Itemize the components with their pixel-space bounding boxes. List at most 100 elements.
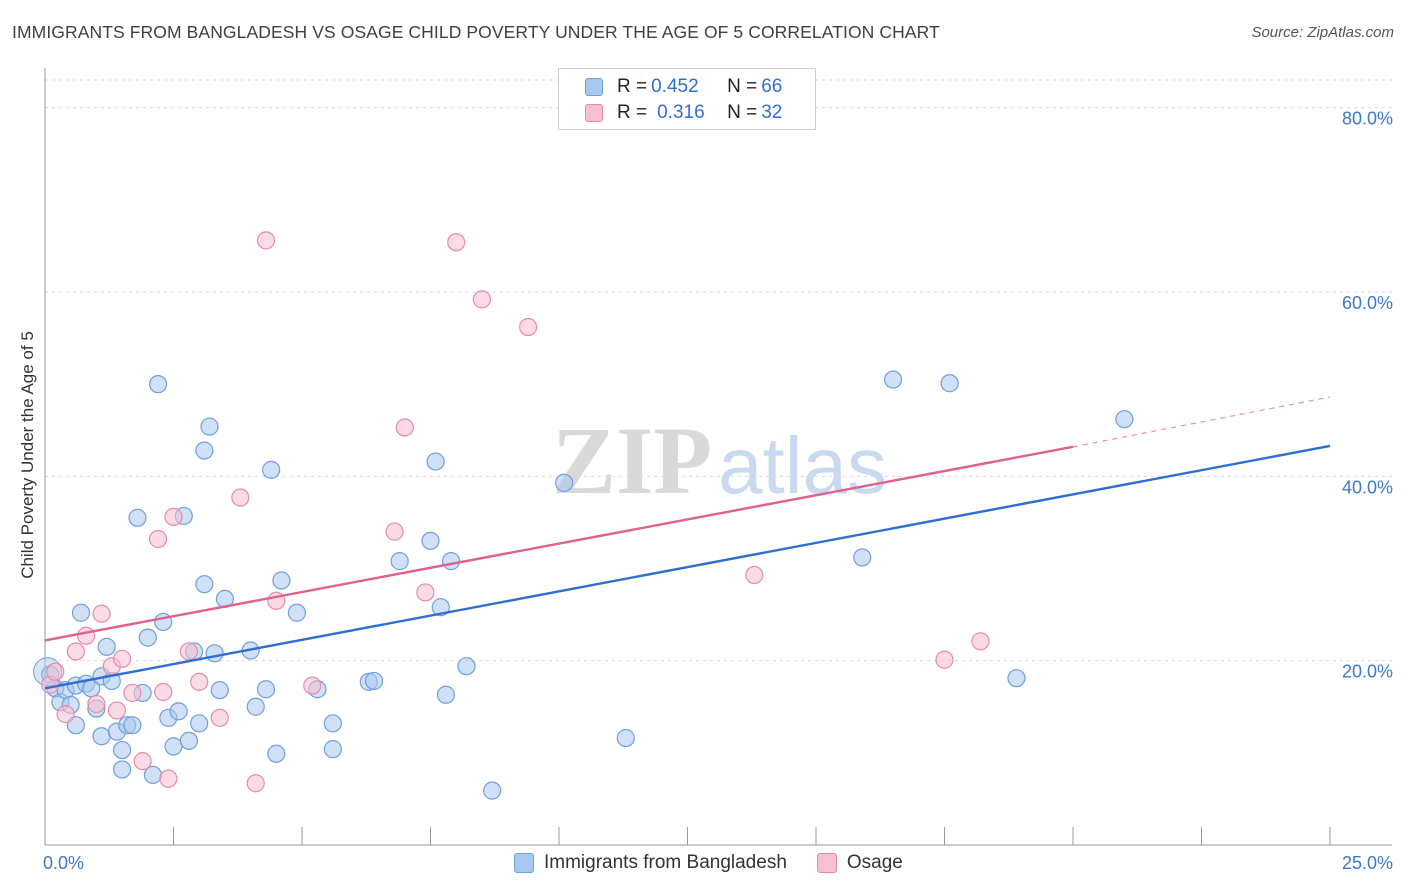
point-osage — [447, 233, 466, 252]
point-osage — [56, 705, 75, 724]
point-osage — [66, 642, 85, 661]
legend-r-label: R = — [617, 102, 648, 123]
legend-row-osage: R = 0.316 N = 32 — [585, 101, 782, 125]
point-bangladesh — [853, 548, 872, 567]
legend-swatch-blue — [514, 853, 534, 873]
point-bangladesh — [200, 417, 219, 436]
correlation-legend: R = 0.452 N = 66 R = 0.316 N = 32 — [558, 68, 816, 130]
point-bangladesh — [457, 657, 476, 676]
point-bangladesh — [195, 441, 214, 460]
point-bangladesh — [426, 452, 445, 471]
point-bangladesh — [262, 460, 281, 479]
point-bangladesh — [179, 731, 199, 750]
point-osage — [416, 583, 435, 602]
legend-label-osage: Osage — [846, 852, 903, 873]
point-osage — [164, 507, 183, 526]
point-osage — [148, 529, 168, 549]
point-osage — [112, 649, 132, 668]
point-bangladesh — [112, 760, 132, 779]
point-osage — [971, 632, 990, 651]
legend-n-value: 66 — [761, 76, 783, 97]
point-bangladesh — [364, 671, 384, 691]
point-bangladesh — [71, 603, 91, 622]
point-osage — [472, 290, 491, 309]
y-tick-label: 80.0% — [1342, 109, 1393, 129]
point-bangladesh — [1007, 669, 1026, 688]
point-bangladesh — [169, 702, 188, 721]
point-bangladesh — [97, 637, 116, 656]
legend-swatch-pink — [585, 104, 603, 122]
point-osage — [179, 642, 199, 661]
point-bangladesh — [940, 374, 959, 393]
legend-n-label: N = — [727, 76, 758, 97]
point-bangladesh — [287, 603, 306, 622]
series-legend: Immigrants from Bangladesh Osage — [514, 852, 933, 874]
point-bangladesh — [390, 552, 409, 571]
point-bangladesh — [616, 728, 635, 748]
point-bangladesh — [436, 685, 456, 704]
point-osage — [87, 694, 106, 714]
series-osage — [41, 231, 990, 793]
point-osage — [935, 650, 954, 669]
point-bangladesh — [246, 697, 265, 716]
axes — [44, 68, 1392, 846]
point-bangladesh — [123, 716, 142, 735]
point-osage — [256, 231, 276, 250]
y-tick-label: 20.0% — [1342, 662, 1393, 682]
y-tick-label: 40.0% — [1342, 477, 1393, 497]
legend-r-label: R = — [617, 76, 648, 97]
point-bangladesh — [441, 552, 461, 571]
point-bangladesh — [138, 628, 157, 647]
point-osage — [123, 683, 142, 703]
legend-swatch-blue — [585, 78, 603, 96]
trend-line-osage-extension — [1072, 396, 1331, 448]
point-osage — [745, 565, 764, 585]
legend-item-bangladesh: Immigrants from Bangladesh — [514, 852, 787, 874]
x-tick-label-min: 0.0% — [43, 853, 84, 873]
y-axis-label: Child Poverty Under the Age of 5 — [18, 331, 37, 579]
gridlines — [45, 79, 1392, 662]
point-osage — [159, 769, 178, 788]
point-bangladesh — [421, 531, 440, 550]
series-immigrants-from-bangladesh — [33, 370, 1134, 800]
trend-line-bangladesh — [44, 444, 1331, 690]
tick-labels: 20.0% 40.0% 60.0% 80.0% 0.0% 25.0% — [43, 109, 1393, 873]
point-bangladesh — [148, 375, 168, 394]
point-bangladesh — [272, 571, 291, 590]
point-bangladesh — [555, 473, 574, 492]
point-osage — [107, 701, 127, 720]
point-osage — [395, 418, 414, 437]
trend-lines — [44, 396, 1331, 690]
point-bangladesh — [483, 781, 502, 800]
point-bangladesh — [323, 714, 342, 733]
legend-label-bangladesh: Immigrants from Bangladesh — [544, 852, 787, 873]
legend-n-label: N = — [727, 102, 758, 123]
point-bangladesh — [1115, 410, 1134, 429]
trend-line-osage — [44, 445, 1074, 642]
point-bangladesh — [323, 740, 342, 759]
point-bangladesh — [210, 681, 229, 700]
point-osage — [210, 708, 229, 727]
x-tick-label-max: 25.0% — [1342, 853, 1393, 873]
point-osage — [77, 626, 96, 645]
point-osage — [154, 682, 173, 702]
point-bangladesh — [256, 680, 276, 699]
legend-row-bangladesh: R = 0.452 N = 66 — [585, 75, 782, 99]
point-bangladesh — [883, 370, 903, 389]
legend-swatch-pink — [816, 853, 837, 873]
legend-n-value: 32 — [761, 102, 783, 123]
legend-r-value: 0.316 — [657, 102, 705, 123]
watermark-zip: ZIP — [552, 407, 712, 514]
point-bangladesh — [92, 727, 111, 746]
point-bangladesh — [164, 737, 183, 756]
chart-source: Source: ZipAtlas.com — [1251, 24, 1394, 41]
point-osage — [92, 604, 111, 623]
watermark: ZIP atlas — [552, 407, 887, 514]
point-osage — [303, 676, 322, 695]
chart-title: IMMIGRANTS FROM BANGLADESH VS OSAGE CHIL… — [12, 22, 940, 42]
point-osage — [246, 774, 265, 793]
legend-r-value: 0.452 — [651, 76, 699, 97]
point-bangladesh — [205, 644, 224, 663]
point-bangladesh — [267, 744, 286, 763]
